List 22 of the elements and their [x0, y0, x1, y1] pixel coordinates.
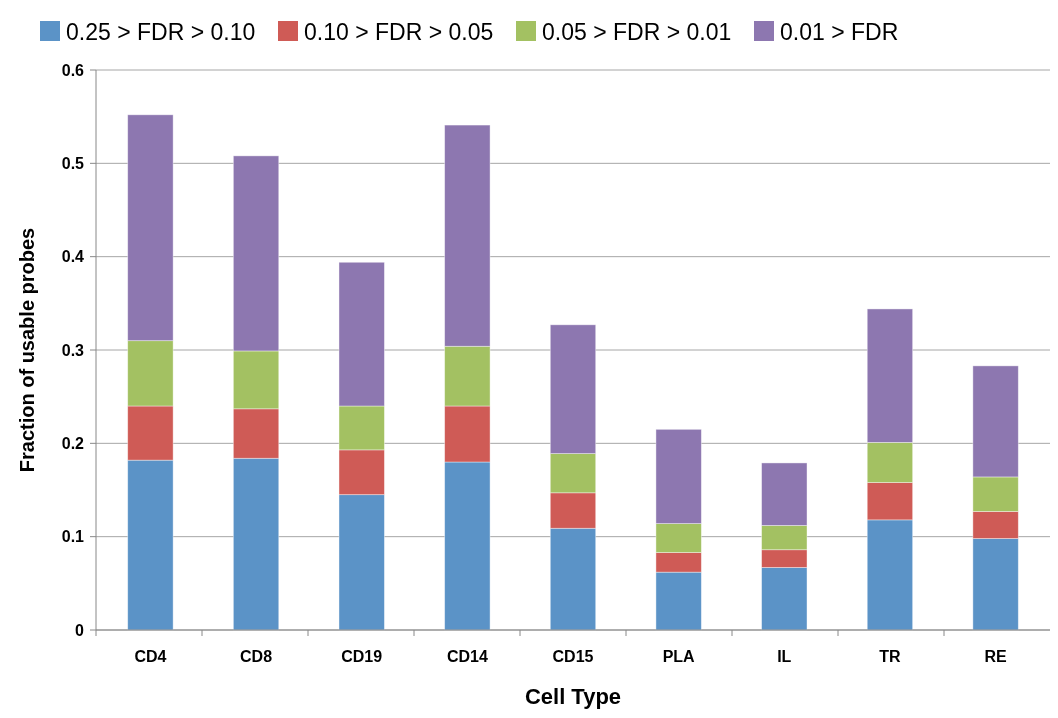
y-tick-label: 0: [75, 621, 85, 639]
x-tick-label: PLA: [662, 648, 696, 665]
y-tick-label: 0.4: [61, 248, 85, 266]
x-tick-label: CD4: [134, 648, 167, 665]
x-tick-label: CD15: [552, 648, 594, 665]
y-tick-label: 0.3: [61, 341, 85, 359]
legend-label: 0.05 > FDR > 0.01: [542, 19, 732, 46]
legend-label: 0.01 > FDR: [780, 19, 899, 46]
x-axis-title: Cell Type: [524, 684, 622, 709]
x-tick-label: CD8: [240, 648, 273, 665]
y-tick-label: 0.2: [61, 434, 85, 452]
y-tick-label: 0.1: [61, 528, 85, 546]
legend-label: 0.10 > FDR > 0.05: [304, 19, 494, 46]
y-axis-title: Fraction of usable probes: [16, 227, 38, 473]
y-tick-label: 0.6: [61, 61, 85, 79]
y-tick-label: 0.5: [61, 154, 85, 172]
x-tick-label: RE: [984, 648, 1008, 665]
x-tick-label: CD14: [446, 648, 488, 665]
legend-label: 0.25 > FDR > 0.10: [66, 19, 256, 46]
x-tick-label: CD19: [341, 648, 383, 665]
x-tick-label: IL: [777, 648, 792, 665]
x-tick-label: TR: [879, 648, 902, 665]
